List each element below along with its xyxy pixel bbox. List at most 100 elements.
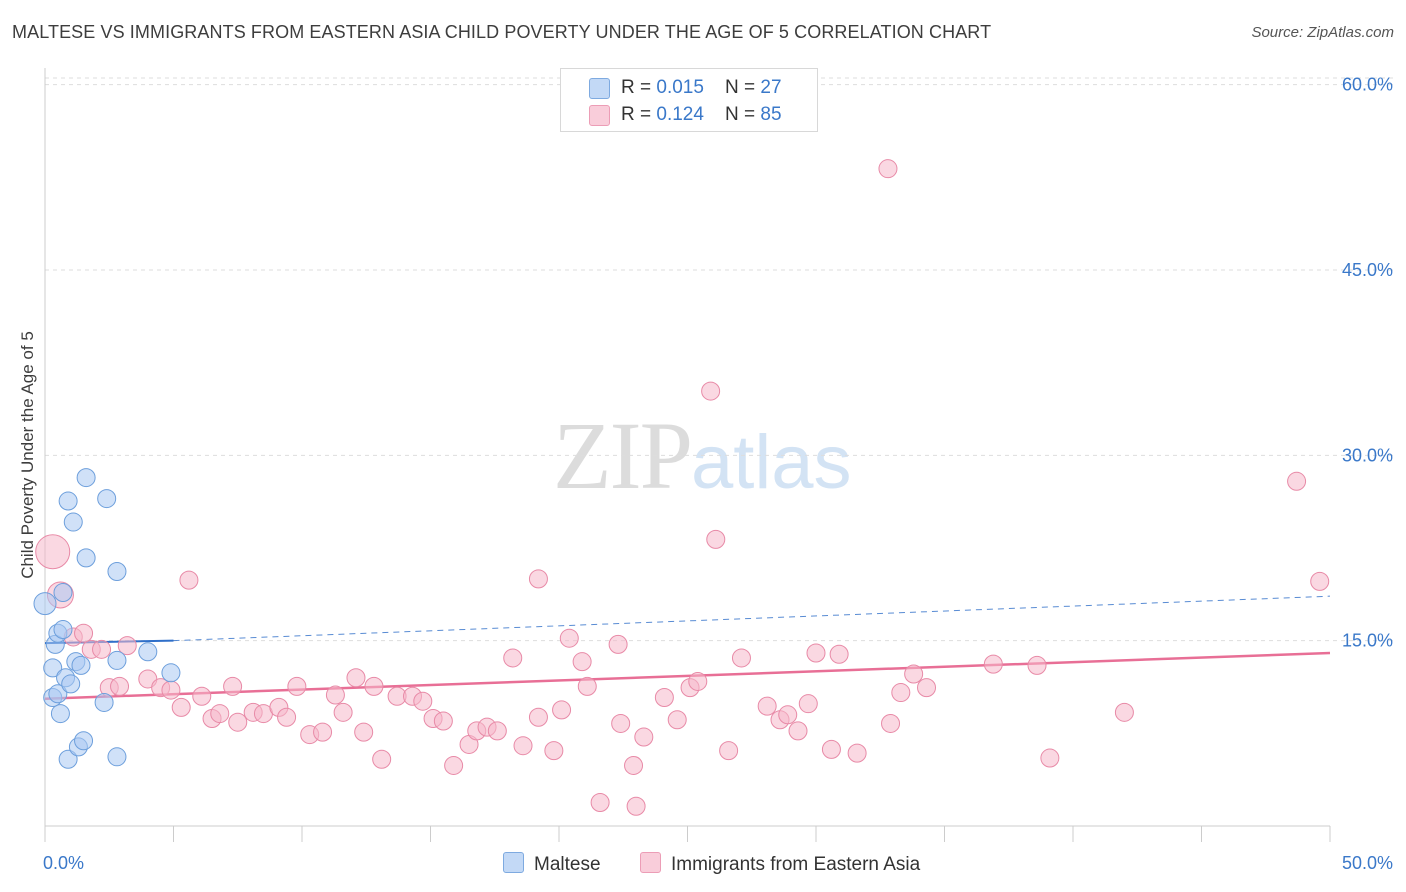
point-eastern-asia: [179, 570, 199, 590]
point-eastern-asia: [487, 721, 507, 741]
legend-r-label: R =: [621, 104, 657, 125]
point-eastern-asia: [228, 712, 248, 732]
point-maltese: [71, 655, 91, 675]
point-eastern-asia: [891, 683, 911, 703]
point-maltese: [97, 489, 117, 509]
point-maltese: [53, 620, 73, 640]
points-immigrants-eastern-asia: [35, 159, 1330, 816]
point-eastern-asia: [372, 749, 392, 769]
point-maltese: [58, 749, 78, 769]
point-eastern-asia: [634, 727, 654, 747]
point-eastern-asia: [1310, 571, 1330, 591]
y-tick-label: 45.0%: [1342, 260, 1393, 280]
point-eastern-asia: [1040, 748, 1060, 768]
point-eastern-asia: [608, 634, 628, 654]
point-eastern-asia: [354, 722, 374, 742]
point-eastern-asia: [325, 685, 345, 705]
point-eastern-asia: [346, 668, 366, 688]
y-tick-label: 60.0%: [1342, 75, 1393, 95]
point-maltese: [107, 747, 127, 767]
point-eastern-asia: [778, 705, 798, 725]
point-eastern-asia: [798, 694, 818, 714]
point-eastern-asia: [559, 628, 579, 648]
point-maltese: [107, 650, 127, 670]
point-eastern-asia: [552, 700, 572, 720]
point-maltese: [43, 658, 63, 678]
legend-n-label: N =: [725, 77, 761, 98]
point-eastern-asia: [74, 623, 94, 643]
point-eastern-asia: [528, 707, 548, 727]
point-eastern-asia: [706, 529, 726, 549]
bottom-legend-eastern-asia: Immigrants from Eastern Asia: [640, 852, 920, 876]
point-eastern-asia: [433, 711, 453, 731]
point-eastern-asia: [35, 534, 71, 570]
point-eastern-asia: [1027, 655, 1047, 675]
stats-legend: R = 0.015 N = 27 R = 0.124 N = 85: [560, 68, 818, 132]
point-maltese: [107, 561, 127, 581]
point-eastern-asia: [878, 159, 898, 179]
legend-r-value: 0.124: [656, 104, 704, 125]
point-eastern-asia: [544, 741, 564, 761]
point-maltese: [33, 592, 57, 616]
point-eastern-asia: [847, 743, 867, 763]
legend-r-value: 0.015: [656, 77, 704, 98]
point-eastern-asia: [313, 722, 333, 742]
point-maltese: [61, 674, 81, 694]
point-eastern-asia: [624, 755, 644, 775]
point-eastern-asia: [701, 381, 721, 401]
legend-swatch-maltese: [589, 78, 610, 99]
point-eastern-asia: [171, 697, 191, 717]
point-maltese: [161, 663, 181, 683]
point-eastern-asia: [917, 678, 937, 698]
point-maltese: [53, 582, 73, 602]
point-eastern-asia: [161, 680, 181, 700]
point-maltese: [50, 704, 70, 724]
point-eastern-asia: [287, 676, 307, 696]
point-eastern-asia: [413, 691, 433, 711]
point-eastern-asia: [667, 710, 687, 730]
gridlines: [45, 77, 1393, 642]
legend-swatch-eastern-asia: [589, 105, 610, 126]
point-eastern-asia: [590, 793, 610, 813]
point-eastern-asia: [821, 739, 841, 759]
point-eastern-asia: [654, 688, 674, 708]
point-eastern-asia: [1287, 471, 1307, 491]
point-maltese: [138, 642, 158, 662]
bottom-legend-swatch-eastern-asia: [640, 852, 661, 873]
y-tick-label: 15.0%: [1342, 631, 1393, 651]
watermark-atlas: atlas: [691, 420, 852, 505]
point-maltese: [58, 491, 78, 511]
point-maltese: [74, 731, 94, 751]
bottom-legend-label-maltese: Maltese: [534, 854, 601, 875]
point-eastern-asia: [444, 755, 464, 775]
bottom-legend-swatch-maltese: [503, 852, 524, 873]
x-tick-label-max: 50.0%: [1342, 853, 1393, 873]
point-eastern-asia: [881, 713, 901, 733]
legend-n-value: 85: [760, 104, 782, 125]
chart-title: MALTESE VS IMMIGRANTS FROM EASTERN ASIA …: [12, 22, 992, 42]
point-eastern-asia: [577, 676, 597, 696]
point-eastern-asia: [1114, 702, 1134, 722]
point-eastern-asia: [731, 648, 751, 668]
point-eastern-asia: [364, 676, 384, 696]
points-maltese: [33, 468, 181, 769]
point-maltese: [76, 548, 96, 568]
point-eastern-asia: [983, 654, 1003, 674]
tick-labels: 15.0% 30.0% 45.0% 60.0% 0.0% 50.0%: [43, 75, 1393, 873]
point-eastern-asia: [572, 652, 592, 672]
point-eastern-asia: [829, 644, 849, 664]
point-maltese: [94, 692, 114, 712]
legend-n-value: 27: [760, 77, 782, 98]
x-tick-label-min: 0.0%: [43, 853, 84, 873]
point-eastern-asia: [688, 671, 708, 691]
trend-line-maltese-extrapolated: [173, 595, 1331, 642]
point-eastern-asia: [110, 676, 130, 696]
point-eastern-asia: [719, 741, 739, 761]
point-eastern-asia: [277, 707, 297, 727]
point-maltese: [63, 512, 83, 532]
point-eastern-asia: [92, 639, 112, 659]
y-tick-label: 30.0%: [1342, 445, 1393, 465]
point-eastern-asia: [626, 796, 646, 816]
source-label: Source: ZipAtlas.com: [1251, 24, 1394, 41]
point-eastern-asia: [757, 696, 777, 716]
